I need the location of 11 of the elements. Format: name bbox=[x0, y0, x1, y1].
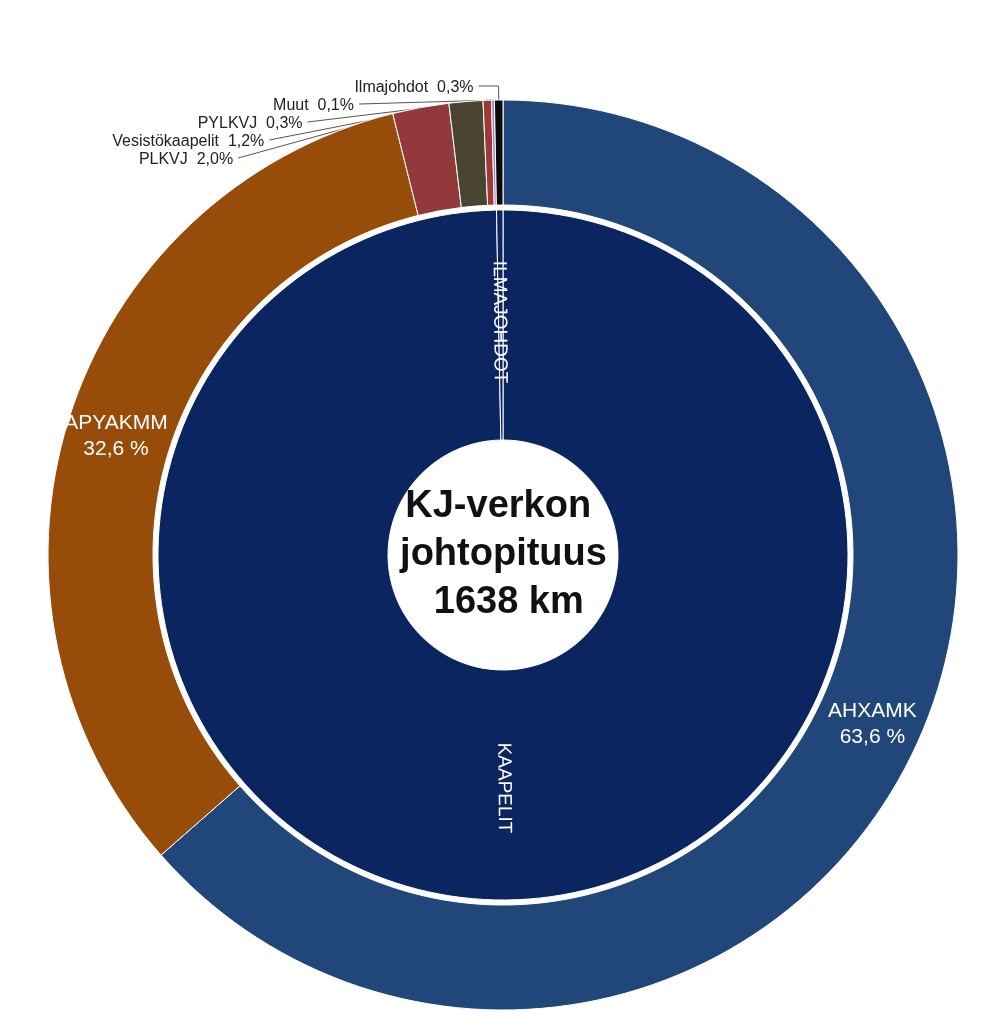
slice-label: PYLKVJ 0,3% bbox=[197, 113, 303, 131]
slice-label: ILMAJOHDOT bbox=[489, 260, 512, 384]
slice-label: Vesistökaapelit 1,2% bbox=[112, 131, 265, 149]
data-label: 32,6 % bbox=[83, 435, 149, 459]
slice-label: Ilmajohdot 0,3% bbox=[354, 77, 474, 95]
slice-label: PLKVJ 2,0% bbox=[138, 149, 234, 167]
slice-label: Muut 0,1% bbox=[273, 95, 354, 113]
text: KJ-verkon johtopituus 1638 km bbox=[399, 483, 607, 621]
slice-label: KAAPELIT bbox=[494, 742, 517, 834]
slice-label: AHXAMK bbox=[828, 697, 917, 721]
data-label: 63,6 % bbox=[839, 723, 906, 747]
